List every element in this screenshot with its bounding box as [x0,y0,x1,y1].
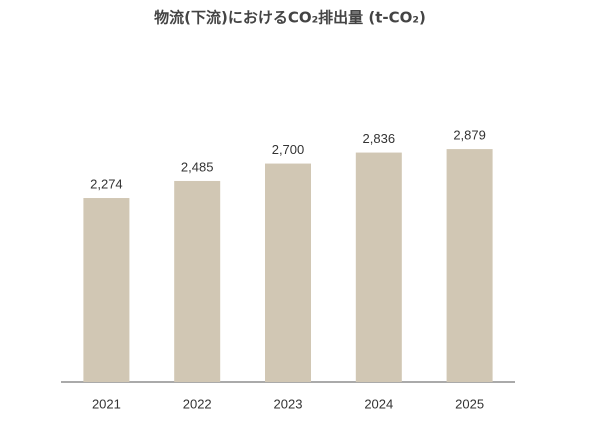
bar [174,180,221,382]
bar [446,149,493,382]
bar [83,198,130,382]
value-label: 2,836 [363,131,396,146]
value-label: 2,485 [181,159,214,174]
value-label: 2,879 [453,128,486,143]
bar [265,163,311,382]
x-tick-label: 2021 [92,396,121,411]
x-tick-label: 2022 [183,396,212,411]
value-label: 2,700 [272,142,305,157]
x-tick-label: 2025 [455,396,484,411]
chart-title: 物流(下流)におけるCO₂排出量 (t-CO₂) [154,9,426,27]
value-label: 2,274 [90,176,123,191]
x-tick-label: 2024 [364,396,393,411]
bar [355,152,402,382]
x-tick-label: 2023 [274,396,303,411]
